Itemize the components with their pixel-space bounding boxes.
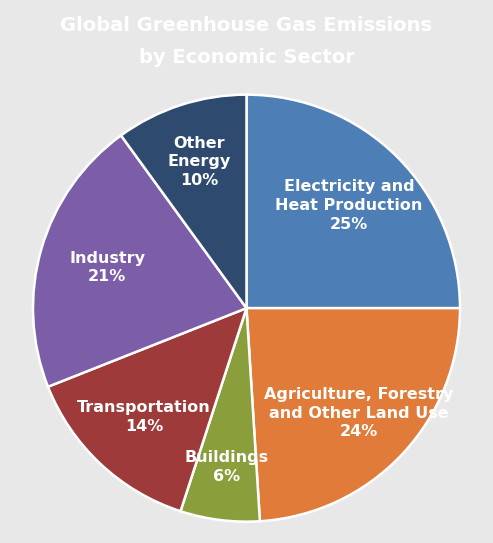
Text: Global Greenhouse Gas Emissions: Global Greenhouse Gas Emissions: [61, 16, 432, 35]
Text: Industry
21%: Industry 21%: [69, 251, 145, 285]
Text: by Economic Sector: by Economic Sector: [139, 48, 354, 67]
Text: Transportation
14%: Transportation 14%: [77, 400, 211, 434]
Text: Other
Energy
10%: Other Energy 10%: [167, 136, 231, 188]
Wedge shape: [246, 94, 460, 308]
Wedge shape: [33, 135, 246, 387]
Text: Buildings
6%: Buildings 6%: [184, 450, 269, 484]
Wedge shape: [180, 308, 260, 522]
Wedge shape: [121, 94, 246, 308]
Wedge shape: [246, 308, 460, 521]
Wedge shape: [48, 308, 246, 511]
Text: Agriculture, Forestry
and Other Land Use
24%: Agriculture, Forestry and Other Land Use…: [264, 387, 453, 439]
Text: Electricity and
Heat Production
25%: Electricity and Heat Production 25%: [276, 179, 423, 232]
